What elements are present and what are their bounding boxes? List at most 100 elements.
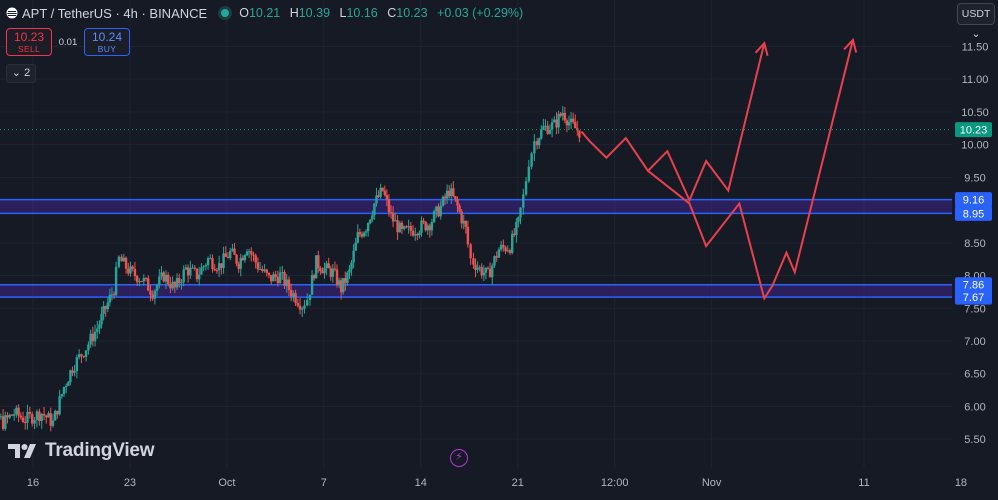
candle-body bbox=[352, 250, 355, 263]
candle-body bbox=[398, 222, 401, 233]
candle-body bbox=[506, 250, 509, 252]
tradingview-logo[interactable]: TradingView bbox=[8, 440, 155, 462]
candle-body bbox=[106, 302, 109, 310]
candle-body bbox=[287, 279, 291, 290]
candle-body bbox=[250, 251, 253, 255]
candle-body bbox=[220, 263, 223, 268]
currency-selector[interactable]: USDT ⌄ bbox=[957, 3, 995, 40]
candle-body bbox=[127, 268, 130, 274]
candle-body bbox=[42, 413, 46, 416]
projection-arrowhead bbox=[843, 37, 858, 53]
candle-body bbox=[100, 313, 103, 325]
candle-body bbox=[158, 276, 161, 286]
candle-body bbox=[511, 233, 514, 253]
candle-body bbox=[65, 385, 68, 387]
candle-body bbox=[96, 328, 99, 332]
time-axis[interactable]: 16 23 Oct 7 14 21 12:00 Nov 11 18 bbox=[0, 468, 998, 500]
candle-body bbox=[135, 276, 139, 283]
candle-body bbox=[289, 289, 293, 297]
candle-body bbox=[8, 414, 11, 418]
ohlc-readout: O10.21 H10.39 L10.16 C10.23 +0.03 (+0.29… bbox=[239, 6, 524, 20]
time-axis-bg bbox=[0, 468, 998, 500]
candle-body bbox=[261, 268, 264, 272]
candle-body bbox=[206, 258, 210, 266]
price-tick-label: 8.50 bbox=[964, 238, 985, 250]
candle-body bbox=[67, 382, 70, 386]
change-readout: +0.03 (+0.29%) bbox=[437, 6, 524, 20]
candle-body bbox=[437, 206, 440, 217]
candle-body bbox=[515, 221, 518, 235]
candle-body bbox=[12, 414, 16, 416]
candle-body bbox=[476, 267, 479, 270]
candle-body bbox=[454, 196, 457, 200]
spread-value: 0.01 bbox=[58, 36, 78, 48]
candle-body bbox=[195, 268, 199, 280]
candle-body bbox=[239, 257, 242, 269]
candle-body bbox=[329, 268, 332, 277]
symbol-title[interactable]: APT / TetherUS · 4h · BINANCE bbox=[22, 5, 208, 21]
candle-body bbox=[98, 324, 101, 329]
time-tick-label: 14 bbox=[415, 477, 427, 489]
candle-body bbox=[439, 205, 442, 217]
candle-body bbox=[517, 217, 520, 222]
candle-body bbox=[243, 255, 247, 261]
lightning-icon[interactable]: ⚡ bbox=[450, 449, 468, 467]
candle-body bbox=[478, 267, 481, 269]
candle-body bbox=[391, 213, 395, 222]
candle-body bbox=[89, 333, 92, 345]
candle-body bbox=[229, 250, 232, 258]
candle-body bbox=[389, 212, 393, 214]
candle-body bbox=[486, 267, 490, 269]
time-tick-label: 21 bbox=[512, 477, 524, 489]
price-label-box bbox=[955, 277, 992, 293]
candle-body bbox=[356, 232, 359, 243]
candle-body bbox=[411, 230, 415, 236]
candle-body bbox=[91, 333, 95, 342]
candle-body bbox=[252, 254, 255, 256]
candle-body bbox=[557, 113, 560, 128]
candle-body bbox=[47, 413, 50, 418]
candle-body bbox=[495, 256, 498, 258]
candle-body bbox=[112, 294, 116, 296]
candle-body bbox=[31, 414, 34, 424]
price-axis[interactable]: 11.5011.0010.5010.009.508.508.007.507.00… bbox=[952, 0, 998, 500]
candle-body bbox=[550, 122, 554, 130]
candle-body bbox=[348, 269, 351, 273]
candle-body bbox=[315, 255, 318, 279]
candle-body bbox=[4, 415, 7, 429]
chevron-down-icon: ⌄ bbox=[11, 67, 22, 79]
buy-button[interactable]: 10.24 BUY bbox=[84, 28, 130, 56]
candle-body bbox=[499, 244, 503, 250]
candle-body bbox=[310, 275, 314, 295]
candle-body bbox=[164, 274, 168, 282]
candle-body bbox=[548, 129, 552, 134]
candle-body bbox=[317, 255, 320, 269]
sell-button[interactable]: 10.23 SELL bbox=[6, 28, 52, 56]
price-tick-label: 9.50 bbox=[964, 172, 985, 184]
candle-body bbox=[420, 220, 423, 233]
logo-text: TradingView bbox=[45, 440, 155, 461]
candle-body bbox=[405, 226, 408, 228]
candle-body bbox=[151, 294, 154, 299]
time-tick-label: 11 bbox=[858, 477, 869, 489]
indicators-toggle[interactable]: ⌄ 2 bbox=[6, 64, 36, 83]
candle-body bbox=[155, 285, 159, 291]
candle-body bbox=[346, 272, 349, 284]
candle-body bbox=[45, 415, 48, 418]
candle-body bbox=[540, 129, 543, 139]
candle-body bbox=[344, 278, 347, 284]
candle-body bbox=[272, 274, 275, 282]
candle-body bbox=[35, 411, 39, 420]
candle-body bbox=[193, 267, 196, 269]
time-tick-label: 23 bbox=[124, 477, 136, 489]
candle-body bbox=[460, 211, 463, 224]
candle-body bbox=[104, 306, 107, 310]
candle-body bbox=[191, 267, 194, 269]
candle-body bbox=[458, 205, 461, 212]
candle-body bbox=[226, 256, 230, 258]
symbol-header: APT / TetherUS · 4h · BINANCE O10.21 H10… bbox=[6, 4, 529, 22]
candle-body bbox=[233, 248, 236, 255]
candle-body bbox=[480, 267, 483, 276]
candle-body bbox=[469, 244, 472, 259]
